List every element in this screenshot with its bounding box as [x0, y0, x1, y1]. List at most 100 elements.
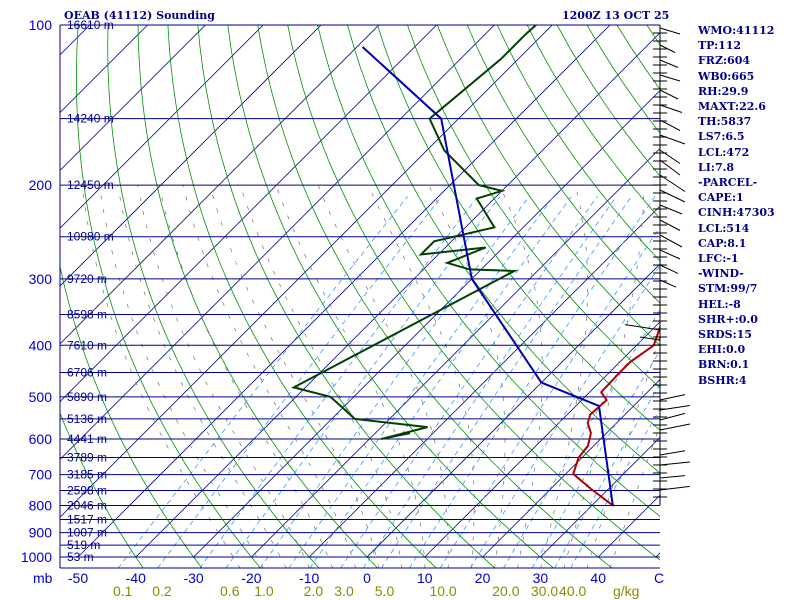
stat-line: FRZ:604: [698, 54, 751, 68]
isotherm-line: [60, 25, 553, 518]
stat-line: CAP:8.1: [698, 236, 747, 250]
isobar-height-label: 14240 m: [67, 112, 114, 126]
pressure-label: 800: [29, 497, 53, 513]
moist-adiabat-line: [367, 184, 475, 568]
stat-line: CINH:47303: [698, 206, 775, 220]
dry-adiabat-line: [227, 25, 554, 568]
stat-line: TP:112: [698, 39, 742, 53]
dewpoint-line: [291, 25, 538, 440]
mixing-ratio-label: 1.0: [254, 583, 274, 599]
isobar-height-label: 16610 m: [67, 18, 114, 32]
dry-adiabat-line: [197, 25, 496, 568]
temperature-tick-label: -40: [126, 570, 146, 586]
isotherm-line: [60, 25, 264, 229]
mixing-ratio-label: 30.0: [531, 583, 558, 599]
mixing-ratio-label: 10.0: [429, 583, 456, 599]
wind-barb: [659, 104, 683, 113]
mixing-ratio-line: [570, 408, 660, 568]
isotherm-line: [60, 25, 380, 345]
moist-adiabat-line: [209, 185, 380, 568]
dry-adiabat-line: [76, 25, 261, 568]
stat-line: BRN:0.1: [698, 358, 750, 372]
isotherm-line: [540, 436, 660, 558]
mixing-ratio-unit: g/kg: [613, 583, 639, 599]
isobar-height-label: 10980 m: [67, 230, 114, 244]
isobar-height-label: 6706 m: [67, 366, 107, 380]
wind-barb: [659, 279, 677, 288]
isobar-height-label: 8598 m: [67, 307, 107, 321]
pressure-unit-label: mb: [33, 570, 53, 586]
stat-line: MAXT:22.6: [698, 100, 766, 113]
stat-line: STM:99/7: [698, 282, 758, 296]
isobar-height-label: 5136 m: [67, 412, 107, 426]
dry-adiabat-line: [466, 25, 660, 304]
stat-line: SRDS:15: [698, 328, 752, 341]
isobar-height-label: 2046 m: [67, 498, 107, 512]
dry-adiabat-line: [377, 25, 660, 431]
isobar-height-label: 1007 m: [67, 526, 107, 540]
stat-line: LI:7.8: [698, 160, 735, 174]
isobar-height-label: 12450 m: [67, 178, 114, 192]
wind-barb: [659, 264, 679, 274]
mixing-ratio-line: [362, 196, 617, 568]
mixing-ratio-label: 2.0: [304, 583, 324, 599]
wind-barb: [659, 159, 681, 176]
isotherm-line: [424, 321, 660, 558]
stat-line: CAPE:1: [698, 191, 744, 205]
sounding-profiles: [291, 25, 660, 507]
mixing-ratio-label: 0.1: [113, 583, 133, 599]
isotherm-line: [60, 25, 322, 287]
station-title: OEAB (41112) Sounding: [64, 9, 215, 22]
isotherm-line: [60, 25, 149, 114]
stat-line: HEL:-8: [698, 297, 741, 311]
stat-line: SHR+:0.0: [698, 312, 758, 326]
temperature-tick-label: -10: [299, 570, 319, 586]
wind-barb: [659, 189, 686, 203]
stat-line: -PARCEL-: [698, 176, 758, 189]
mixing-ratio-label: 0.6: [220, 583, 240, 599]
isotherm-line: [193, 90, 660, 558]
mixing-ratio-line: [531, 349, 660, 568]
mixing-ratio-line: [117, 196, 408, 568]
stat-line: LFC:-1: [698, 252, 739, 265]
stat-line: EHI:0.0: [698, 343, 746, 357]
mixing-ratio-label: 20.0: [492, 583, 519, 599]
wind-barb: [659, 249, 681, 260]
valid-time: 1200Z 13 OCT 25: [562, 9, 670, 22]
isotherm-line: [308, 205, 660, 558]
pressure-label: 400: [29, 337, 53, 353]
isobar-height-label: 519 m: [67, 538, 100, 552]
isobar-height-label: 3185 m: [67, 468, 107, 482]
temperature-tick-label: 10: [417, 570, 433, 586]
temperature-tick-label: 20: [475, 570, 491, 586]
wind-barb: [659, 423, 691, 431]
stat-line: WB0:665: [698, 69, 755, 83]
wind-barb: [659, 485, 691, 491]
pressure-label: 300: [29, 271, 53, 287]
wind-barb: [639, 336, 661, 341]
dry-adiabat-line: [60, 411, 144, 568]
dry-adiabat-line: [347, 25, 660, 474]
wind-barb: [659, 461, 691, 466]
isobar-height-label: 7610 m: [67, 338, 107, 352]
isotherm-line: [60, 25, 206, 171]
isotherm-line: [77, 25, 611, 558]
mixing-ratio-label: 5.0: [375, 583, 395, 599]
pressure-label: 100: [29, 17, 53, 33]
pressure-label: 900: [29, 525, 53, 541]
wind-barb: [659, 59, 679, 68]
stat-line: BSHR:4: [698, 373, 747, 387]
wind-barb: [659, 204, 683, 215]
theta-label: C: [654, 570, 664, 586]
isobar-height-label: 2598 m: [67, 484, 107, 498]
wind-barb: [659, 475, 686, 479]
isotherm-line: [135, 32, 660, 558]
isotherm-line: [366, 263, 660, 558]
dry-adiabat-line: [137, 25, 379, 568]
temperature-tick-label: -20: [241, 570, 261, 586]
pressure-label: 600: [29, 431, 53, 447]
temperature-tick-label: -30: [183, 570, 203, 586]
grid-lines: [60, 25, 660, 568]
dry-adiabat-line: [257, 25, 613, 568]
